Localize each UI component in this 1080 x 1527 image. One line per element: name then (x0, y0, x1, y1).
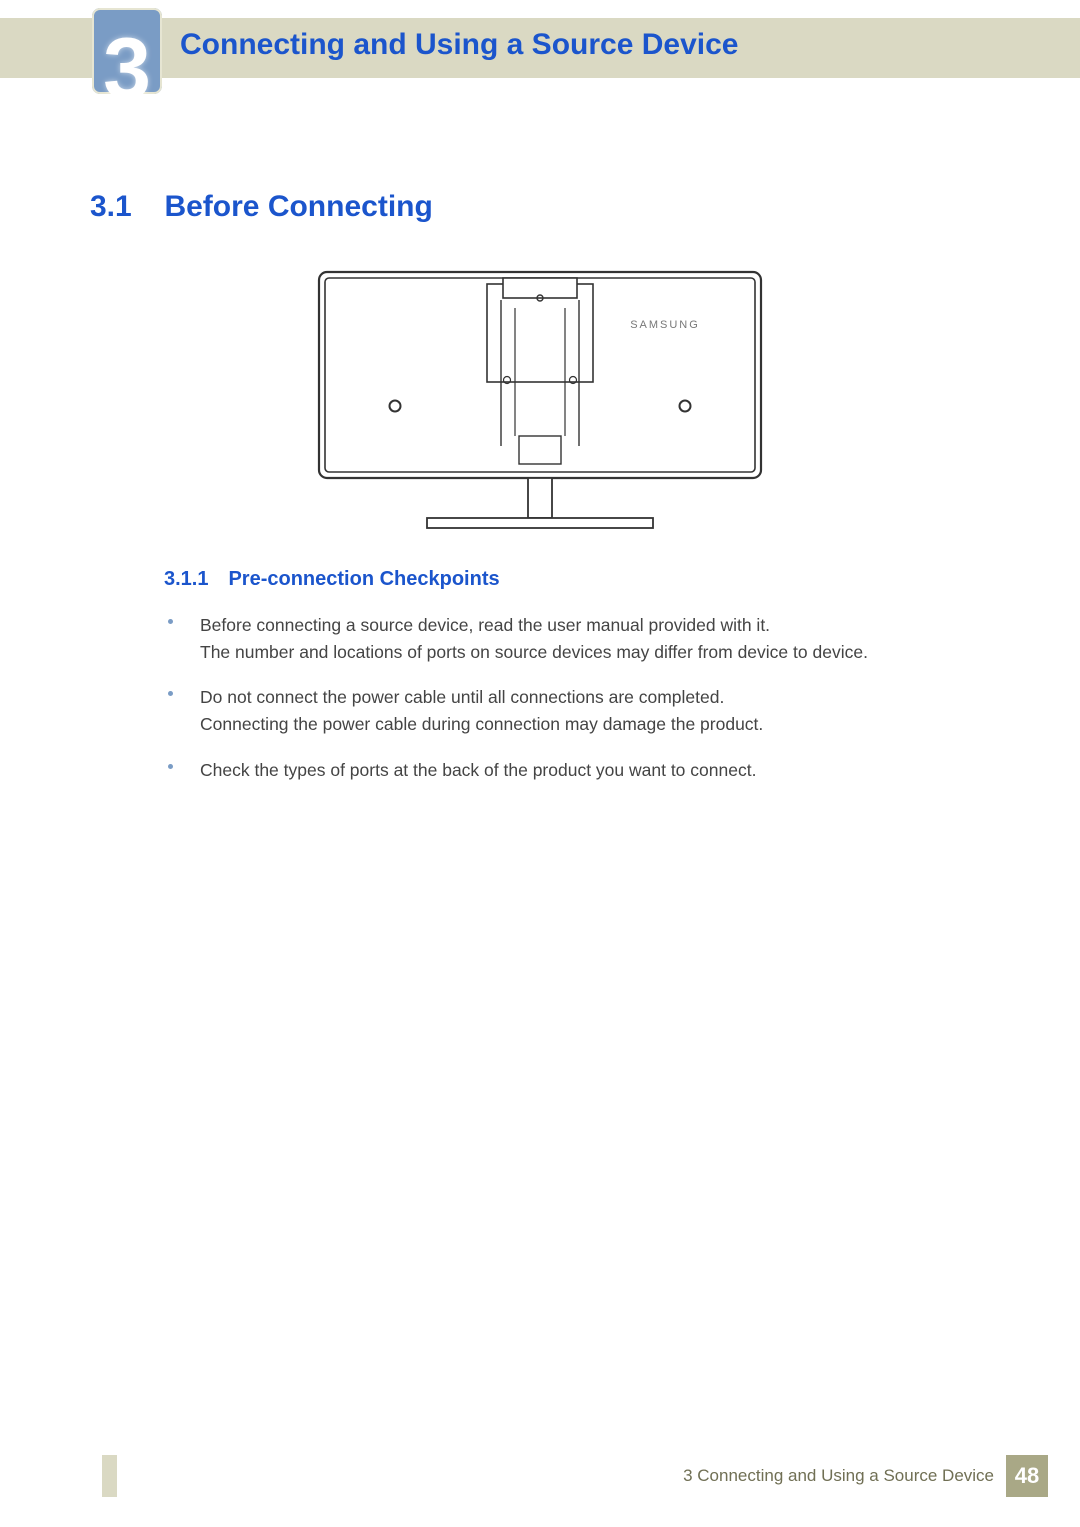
section-title: Before Connecting (164, 190, 432, 223)
section-number: 3.1 (90, 190, 160, 224)
bullet-icon (168, 619, 173, 624)
bullet-icon (168, 764, 173, 769)
monitor-diagram: SAMSUNG (315, 268, 765, 532)
section-heading: 3.1 Before Connecting (90, 190, 433, 224)
bullet-text: Connecting the power cable during connec… (200, 711, 928, 738)
chapter-title: Connecting and Using a Source Device (180, 28, 738, 62)
list-item: Check the types of ports at the back of … (168, 757, 928, 784)
subsection-heading: 3.1.1 Pre-connection Checkpoints (164, 568, 500, 591)
bullet-text: The number and locations of ports on sou… (200, 639, 928, 666)
page-number: 48 (1006, 1455, 1048, 1497)
footer: 3 Connecting and Using a Source Device (117, 1455, 1006, 1497)
subsection-title: Pre-connection Checkpoints (228, 568, 499, 590)
list-item: Before connecting a source device, read … (168, 612, 928, 666)
list-item: Do not connect the power cable until all… (168, 684, 928, 738)
chapter-number: 3 (103, 35, 151, 104)
chapter-number-box: 3 (92, 8, 162, 94)
bullet-text: Before connecting a source device, read … (200, 612, 928, 639)
bullet-icon (168, 691, 173, 696)
bullet-list: Before connecting a source device, read … (168, 612, 928, 802)
footer-text: 3 Connecting and Using a Source Device (683, 1466, 994, 1486)
subsection-number: 3.1.1 (164, 568, 224, 591)
brand-label: SAMSUNG (630, 319, 700, 331)
footer-accent-bar (102, 1455, 117, 1497)
page: 3 Connecting and Using a Source Device 3… (0, 0, 1080, 1527)
bullet-text: Check the types of ports at the back of … (200, 757, 928, 784)
bullet-text: Do not connect the power cable until all… (200, 684, 928, 711)
